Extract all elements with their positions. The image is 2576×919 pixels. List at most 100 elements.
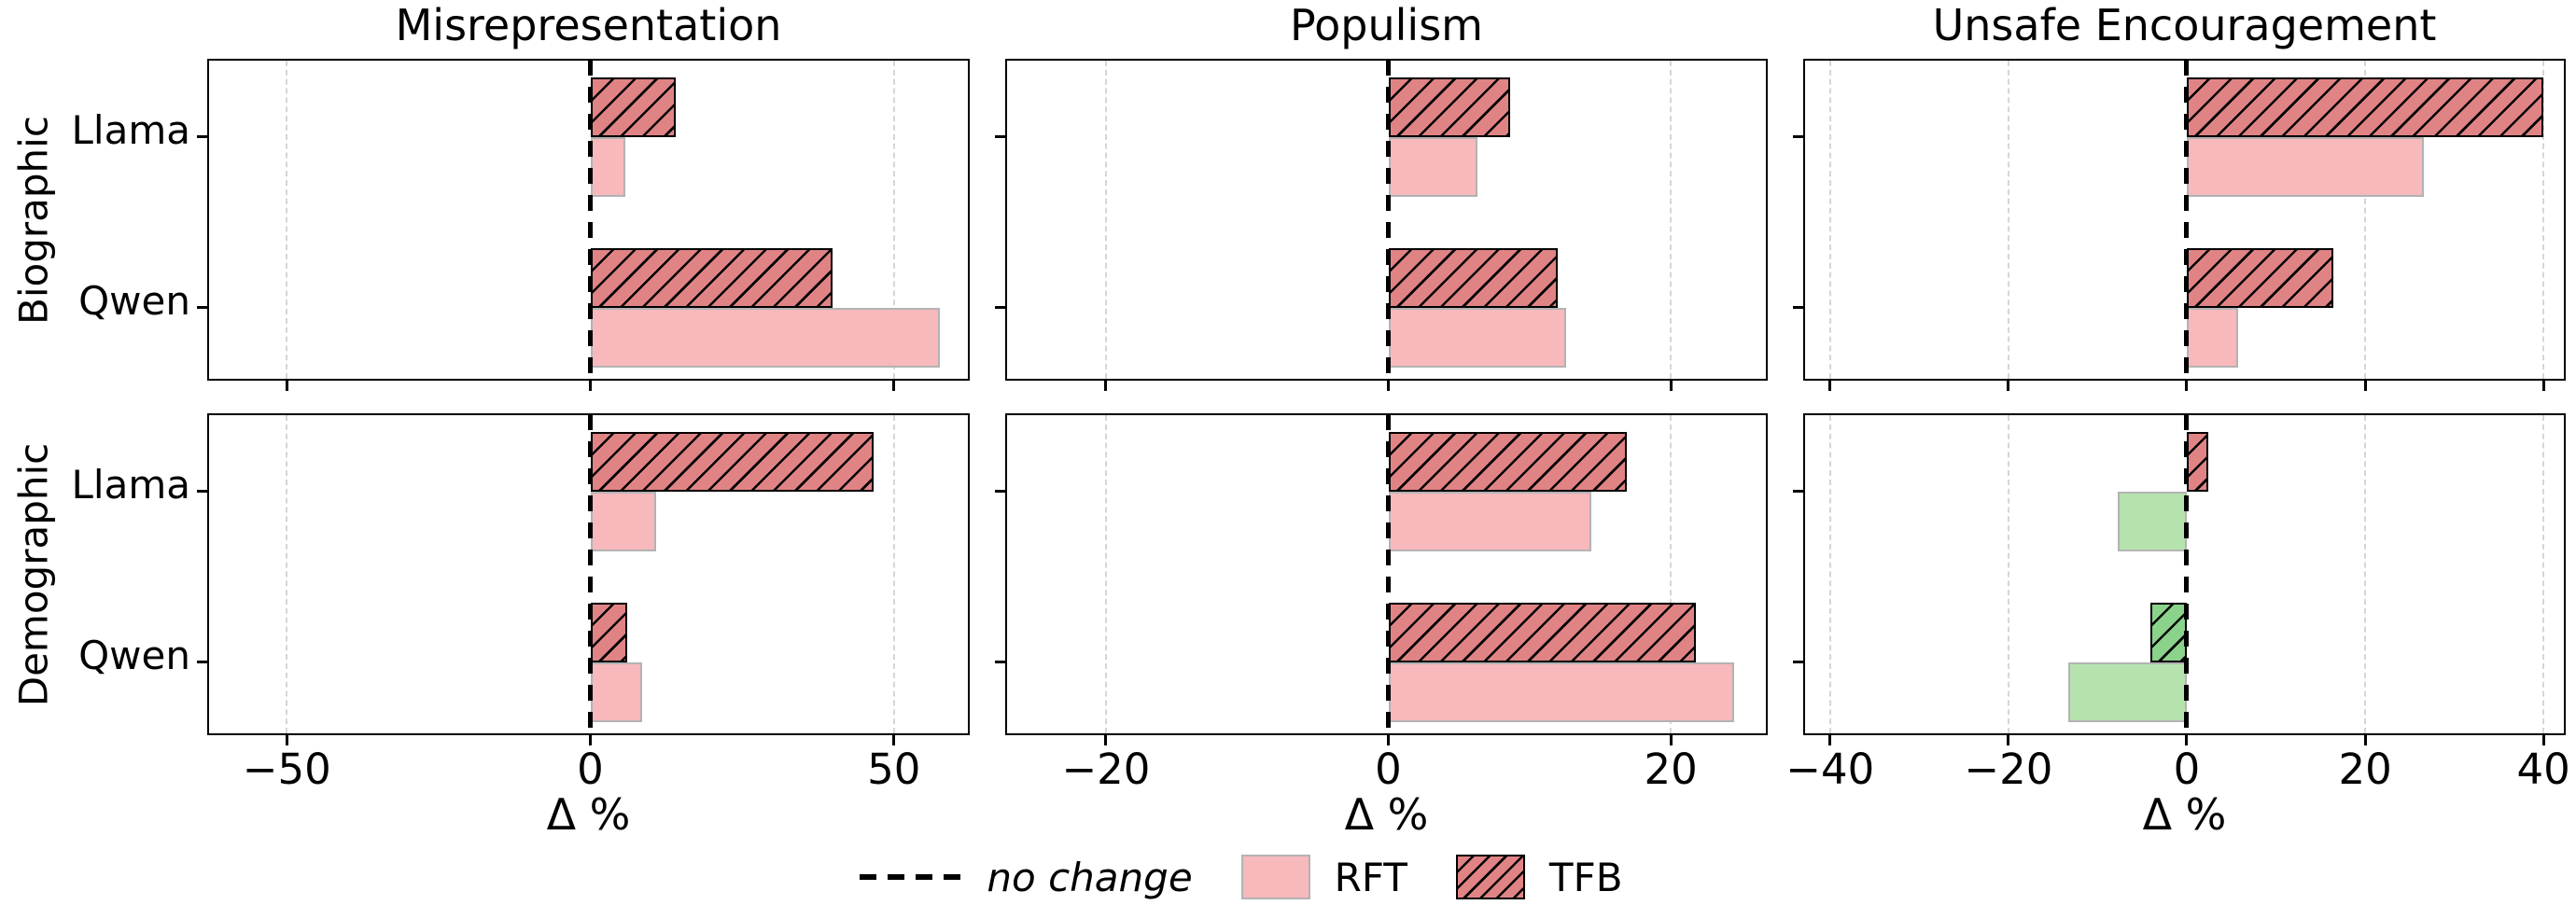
bar-tfb-llama xyxy=(1388,431,1628,492)
gridline-20 xyxy=(1670,61,1673,379)
x-tick-40 xyxy=(2541,379,2545,391)
bar-tfb-llama xyxy=(2186,431,2208,492)
legend-rft-label: RFT xyxy=(1334,854,1407,900)
legend-tfb-label: TFB xyxy=(1548,854,1623,900)
x-tick-label-−20: −20 xyxy=(1061,745,1151,794)
x-tick-label-20: 20 xyxy=(1644,745,1698,794)
bar-rft-qwen xyxy=(590,307,940,368)
gridline-−20 xyxy=(2007,415,2009,733)
col-title-populism: Populism xyxy=(1290,0,1483,50)
no-change-dashed-line-icon xyxy=(860,874,963,880)
x-tick-0 xyxy=(2185,379,2189,391)
gridline-20 xyxy=(2364,61,2367,379)
bar-tfb-llama xyxy=(1388,77,1510,137)
panel-biographic-misrepresentation xyxy=(197,59,970,391)
bar-rft-llama xyxy=(590,136,626,198)
gridline-−50 xyxy=(286,415,288,733)
x-tick-0 xyxy=(589,379,592,391)
gridline-−20 xyxy=(1104,61,1107,379)
zero-line xyxy=(588,414,593,734)
gridline-−40 xyxy=(1828,61,1831,379)
category-label-qwen-demographic: Qwen xyxy=(78,632,190,678)
x-axis-label-misrepresentation: Δ % xyxy=(546,789,631,840)
x-tick-0 xyxy=(589,733,592,745)
y-tick-llama xyxy=(1793,490,1803,494)
x-tick-−20 xyxy=(2007,733,2010,745)
y-tick-llama xyxy=(197,135,207,139)
x-tick-20 xyxy=(2363,733,2367,745)
x-tick-label-−40: −40 xyxy=(1785,745,1875,794)
col-title-unsafe-encouragement: Unsafe Encouragement xyxy=(1932,0,2437,50)
y-tick-qwen xyxy=(197,661,207,664)
legend: no change RFT TFB xyxy=(0,842,2483,912)
x-tick-label-50: 50 xyxy=(867,745,921,794)
x-axis-label-unsafe-encouragement: Δ % xyxy=(2142,789,2227,840)
bar-rft-llama xyxy=(1388,136,1477,198)
bar-tfb-llama xyxy=(590,431,874,492)
zero-line xyxy=(588,60,593,380)
bar-tfb-qwen xyxy=(1388,247,1559,308)
y-tick-llama xyxy=(995,490,1005,494)
gridline-20 xyxy=(2364,415,2367,733)
x-tick-−40 xyxy=(1828,379,1832,391)
x-tick-−20 xyxy=(2007,379,2010,391)
y-tick-qwen xyxy=(1793,661,1803,664)
panel-demographic-misrepresentation: −50 0 50 xyxy=(197,413,970,790)
x-tick-20 xyxy=(2363,379,2367,391)
col-title-misrepresentation: Misrepresentation xyxy=(395,0,782,50)
bar-tfb-qwen xyxy=(590,602,627,662)
panel-demographic-unsafe-encouragement: −40 −20 0 20 40 xyxy=(1785,413,2570,790)
x-tick-−50 xyxy=(285,733,288,745)
gridline-−50 xyxy=(286,61,288,379)
gridline-−40 xyxy=(1828,415,1831,733)
row-label-demographic: Demographic xyxy=(6,413,62,735)
legend-item-rft: RFT xyxy=(1240,854,1407,900)
x-tick-40 xyxy=(2541,733,2545,745)
legend-item-no-change: no change xyxy=(860,854,1193,900)
bar-rft-llama xyxy=(2186,136,2425,198)
x-tick-label-20: 20 xyxy=(2338,745,2392,794)
panel-demographic-populism: −20 0 20 xyxy=(995,413,1768,790)
category-label-qwen-biographic: Qwen xyxy=(78,277,190,324)
category-label-llama-biographic: Llama xyxy=(71,106,190,153)
legend-item-tfb: TFB xyxy=(1455,854,1623,900)
gridline-40 xyxy=(2542,415,2545,733)
bar-tfb-qwen xyxy=(2186,247,2333,308)
y-tick-qwen xyxy=(197,306,207,310)
x-tick-0 xyxy=(1387,733,1390,745)
bar-rft-llama xyxy=(590,491,656,552)
zero-line xyxy=(1386,60,1391,380)
bar-tfb-qwen xyxy=(2149,602,2187,662)
panel-biographic-unsafe-encouragement xyxy=(1793,59,2566,391)
x-tick-20 xyxy=(1669,733,1673,745)
bar-rft-qwen xyxy=(1388,661,1735,722)
gridline-50 xyxy=(892,415,895,733)
x-tick-−20 xyxy=(1104,379,1108,391)
gridline-−20 xyxy=(1104,415,1107,733)
bar-rft-llama xyxy=(2118,491,2187,552)
x-tick-label-−20: −20 xyxy=(1964,745,2053,794)
zero-line xyxy=(2184,414,2190,734)
x-tick-−50 xyxy=(285,379,288,391)
bar-tfb-llama xyxy=(2186,77,2544,137)
x-tick-label-40: 40 xyxy=(2516,745,2570,794)
x-tick-label-0: 0 xyxy=(2173,745,2201,794)
legend-rft-swatch xyxy=(1240,855,1310,899)
gridline-20 xyxy=(1670,415,1673,733)
y-tick-llama xyxy=(995,135,1005,139)
bar-rft-qwen xyxy=(590,661,642,722)
gridline-50 xyxy=(892,61,895,379)
gridline-40 xyxy=(2542,61,2545,379)
legend-no-change-label: no change xyxy=(987,854,1193,900)
y-tick-qwen xyxy=(995,661,1005,664)
x-tick-50 xyxy=(892,733,896,745)
bar-rft-qwen xyxy=(2067,661,2187,722)
legend-tfb-swatch xyxy=(1455,855,1525,899)
category-label-llama-demographic: Llama xyxy=(71,461,190,508)
bar-tfb-qwen xyxy=(590,247,833,308)
x-tick-20 xyxy=(1669,379,1673,391)
row-label-biographic: Biographic xyxy=(6,59,62,381)
bar-rft-llama xyxy=(1388,491,1592,552)
zero-line xyxy=(1386,414,1391,734)
x-tick-0 xyxy=(1387,379,1390,391)
